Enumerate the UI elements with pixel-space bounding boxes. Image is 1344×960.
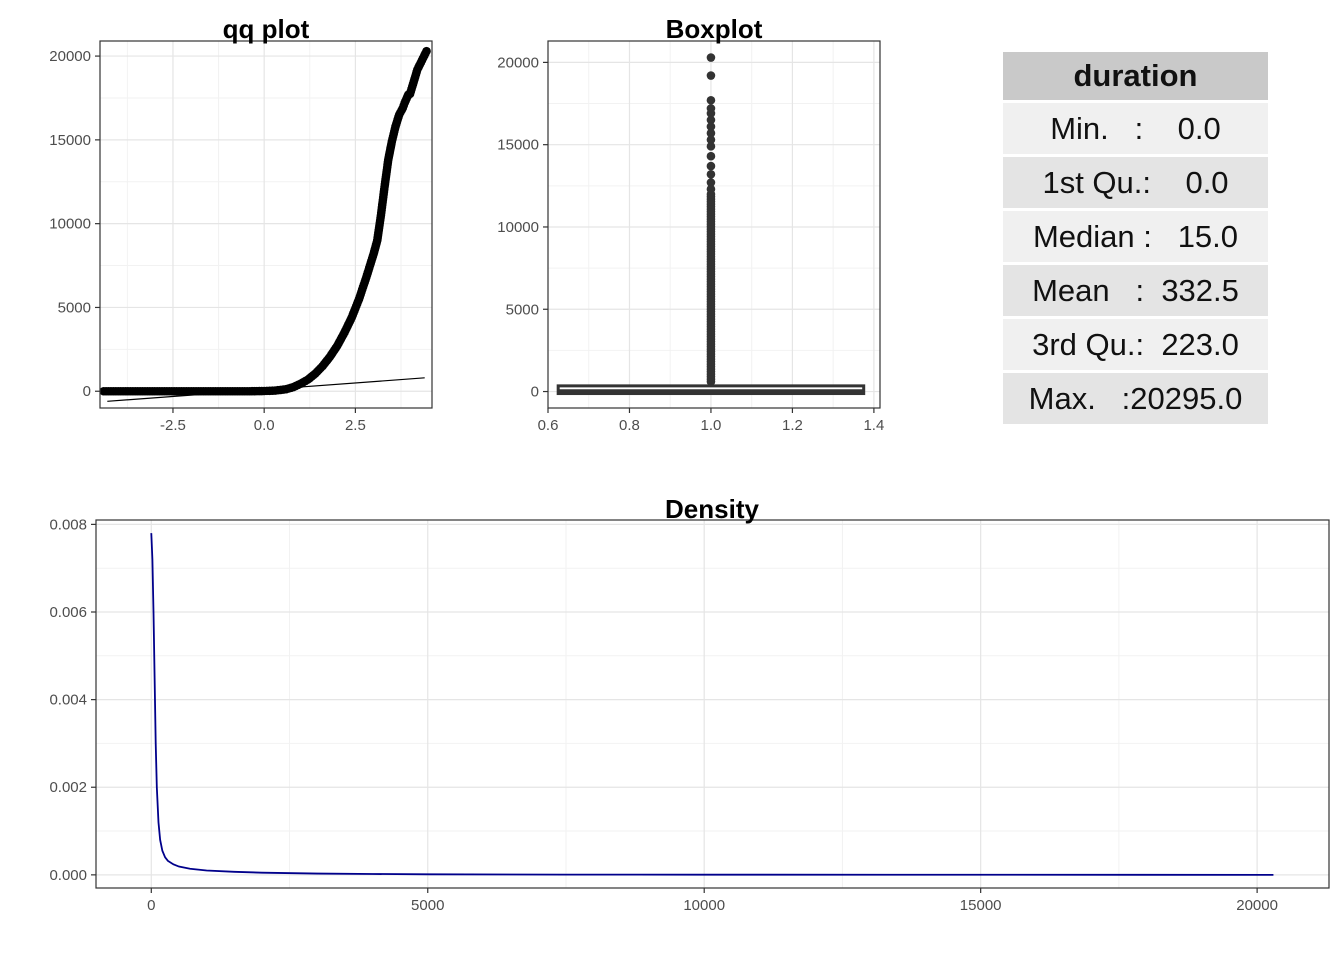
summary-row-mean: Mean : 332.5 [1003,265,1268,316]
boxplot-panel-border [547,40,881,409]
density-title: Density [665,494,759,524]
density-panel-border [95,519,1330,889]
boxplot-outlier [706,122,716,131]
summary-row-median: Median : 15.0 [1003,211,1268,262]
qq-panel-border [99,40,433,409]
boxplot-outlier [706,71,716,80]
boxplot-x-tick-label: 1.0 [701,417,722,434]
boxplot-x-tick-label: 1.2 [782,417,803,434]
density-x-tick-label: 20000 [1236,897,1278,914]
qq-y-tick-label: 5000 [58,299,91,316]
density-x-tick-label: 5000 [411,897,444,914]
summary-row-min: Min. : 0.0 [1003,103,1268,154]
boxplot-outlier [706,95,716,105]
boxplot-outlier [706,53,716,62]
qq-plot-panel: -2.5 0.0 2.5 0 5000 10000 15000 20000 qq plot [49,14,433,434]
density-x-tick-label: 15000 [960,897,1002,914]
qq-y-tick-label: 20000 [49,48,91,65]
boxplot-outlier [706,128,716,138]
summary-row-third-quartile: 3rd Qu.: 223.0 [1003,319,1268,370]
density-y-tick-label: 0.002 [49,779,87,796]
density-y-tick-label: 0.004 [49,692,87,709]
qq-y-tick-label: 15000 [49,132,91,149]
boxplot-outlier [706,161,716,171]
density-panel: 0 5000 10000 15000 20000 0.000 0.002 0.004 0.006… [49,494,1330,914]
qq-point [422,46,431,56]
boxplot-outlier [706,170,716,179]
boxplot-y-tick-label: 20000 [497,54,539,71]
qq-x-tick-label: 2.5 [345,417,366,434]
density-y-tick-label: 0.006 [49,604,87,621]
summary-row-first-quartile: 1st Qu.: 0.0 [1003,157,1268,208]
summary-row-max: Max. :20295.0 [1003,373,1268,424]
qq-y-tick-label: 10000 [49,216,91,233]
boxplot-y-tick-label: 0 [531,384,539,401]
boxplot-y-tick-label: 15000 [497,137,539,154]
boxplot-y-tick-label: 10000 [497,219,539,236]
boxplot-panel: 0.6 0.8 1.0 1.2 1.4 0 5000 10000 15000 20000 Boxp… [497,14,884,434]
boxplot-outlier [706,142,716,151]
qq-plot-title: qq plot [223,14,310,44]
density-line [150,533,1274,876]
density-x-tick-label: 0 [147,897,155,914]
boxplot-x-tick-label: 1.4 [863,417,884,434]
boxplot-x-tick-label: 0.8 [619,417,640,434]
boxplot-outlier [706,109,716,118]
boxplot-y-tick-label: 5000 [506,301,539,318]
qq-x-tick-label: -2.5 [160,417,186,434]
density-y-tick-label: 0.000 [49,867,87,884]
boxplot-outlier [706,115,716,125]
boxplot-outlier [706,178,716,187]
boxplot-x-tick-label: 0.6 [538,417,559,434]
boxplot-outlier [706,151,716,161]
boxplot-title: Boxplot [666,14,763,44]
summary-header: duration [1003,52,1268,100]
qq-y-tick-label: 0 [83,383,91,400]
boxplot-outlier [706,184,716,194]
density-y-tick-label: 0.008 [49,516,87,533]
boxplot-outlier [706,135,716,145]
density-x-tick-label: 10000 [683,897,725,914]
summary-table: duration Min. : 0.0 1st Qu.: 0.0 Median … [1003,49,1268,427]
qq-x-tick-label: 0.0 [254,417,275,434]
